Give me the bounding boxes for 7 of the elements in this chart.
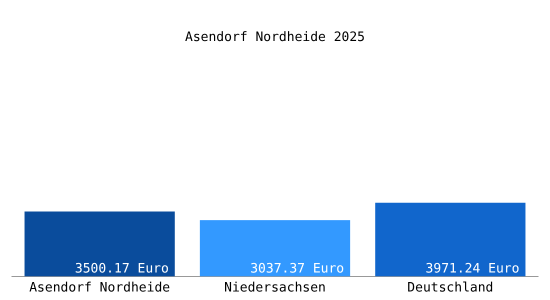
x-tick-label: Asendorf Nordheide [29, 280, 170, 296]
data-label: 3500.17 Euro [74, 261, 169, 276]
data-label: 3971.24 Euro [426, 261, 520, 276]
x-tick-label: Niedersachsen [224, 280, 326, 296]
x-tick-label: Deutschland [407, 280, 494, 296]
data-label: 3037.37 Euro [250, 261, 344, 276]
chart-title: Asendorf Nordheide 2025 [184, 30, 366, 46]
